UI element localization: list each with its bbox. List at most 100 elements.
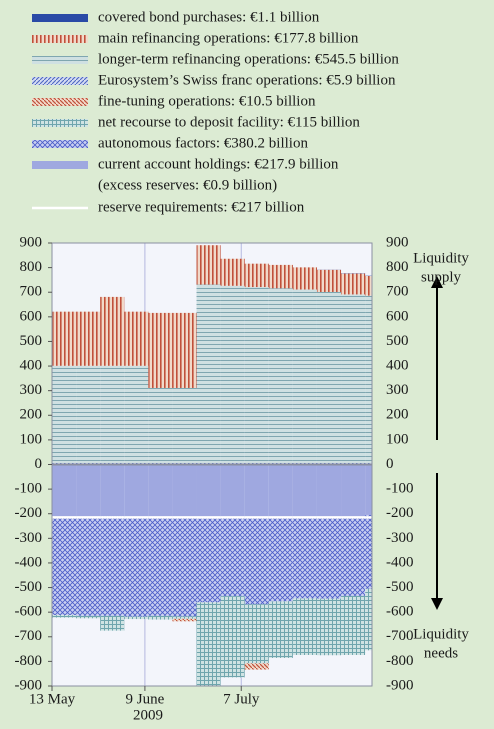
area-segment <box>245 518 269 604</box>
y-tick-label: 600 <box>386 308 409 324</box>
area-segment <box>148 313 172 388</box>
y-tick-label: 100 <box>386 431 409 447</box>
y-tick-label: 800 <box>386 259 409 275</box>
area-segment <box>269 465 293 518</box>
y-tick-label: 400 <box>386 357 409 373</box>
y-tick-label: 500 <box>20 333 43 349</box>
legend-swatch <box>32 119 88 127</box>
y-tick-label: 900 <box>20 234 43 250</box>
area-segment <box>293 290 317 464</box>
area-segment <box>148 465 172 518</box>
y-tick-label: 900 <box>386 234 409 250</box>
area-segment <box>365 515 372 589</box>
area-segment <box>124 366 148 463</box>
y-tick-label: 100 <box>20 431 43 447</box>
area-segment <box>100 465 124 517</box>
area-segment <box>317 292 341 463</box>
y-tick-label: -700 <box>15 628 43 644</box>
area-segment <box>197 245 221 284</box>
area-segment <box>365 276 372 296</box>
area-segment <box>197 465 221 519</box>
area-segment <box>341 294 365 463</box>
area-segment <box>124 518 148 616</box>
y-tick-label: -200 <box>386 505 414 521</box>
y-tick-label: -300 <box>386 530 414 546</box>
y-tick-label: 700 <box>20 284 43 300</box>
area-segment <box>172 619 196 621</box>
area-segment <box>124 617 148 619</box>
area-segment <box>52 465 76 517</box>
area-segment <box>172 388 196 463</box>
legend-swatch <box>32 140 88 148</box>
area-segment <box>124 312 148 366</box>
area-segment <box>76 312 100 366</box>
y-tick-label: 200 <box>386 407 409 423</box>
area-segment <box>317 517 341 598</box>
y-tick-label: -500 <box>386 579 414 595</box>
area-segment <box>76 366 100 463</box>
legend-swatch <box>32 77 88 85</box>
area-segment <box>245 465 269 519</box>
area-segment <box>293 465 317 518</box>
area-segment <box>172 313 196 388</box>
area-segment <box>221 465 245 518</box>
area-segment <box>172 616 196 618</box>
annotation: needs <box>424 645 458 661</box>
area-segment <box>317 270 341 292</box>
y-tick-label: -500 <box>15 579 43 595</box>
area-segment <box>76 465 100 518</box>
area-segment <box>76 616 100 618</box>
area-segment <box>221 517 245 596</box>
area-segment <box>269 518 293 602</box>
area-segment <box>341 274 365 295</box>
area-segment <box>197 519 221 603</box>
legend-label: covered bond purchases: €1.1 billion <box>98 9 320 25</box>
area-segment <box>172 465 196 517</box>
area-segment <box>221 596 245 677</box>
area-segment <box>293 598 317 655</box>
y-tick-label: -100 <box>386 481 414 497</box>
y-tick-label: -700 <box>386 628 414 644</box>
annotation: Liquidity <box>413 626 469 642</box>
y-tick-label: -600 <box>15 604 43 620</box>
area-segment <box>221 286 245 463</box>
legend-label: net recourse to deposit facility: €115 b… <box>98 114 360 130</box>
x-tick-label: 7 July <box>223 691 260 707</box>
area-segment <box>148 517 172 615</box>
x-tick-label: 9 June <box>126 691 165 707</box>
y-tick-label: 0 <box>386 456 394 472</box>
y-tick-label: -300 <box>15 530 43 546</box>
area-segment <box>148 616 172 620</box>
legend-label: autonomous factors: €380.2 billion <box>98 135 308 151</box>
area-segment <box>221 259 245 286</box>
y-tick-label: -900 <box>15 677 43 693</box>
area-segment <box>269 265 293 288</box>
legend-swatch <box>32 35 88 43</box>
y-tick-label: -900 <box>386 677 414 693</box>
y-tick-label: 300 <box>20 382 43 398</box>
y-tick-label: 500 <box>386 333 409 349</box>
y-tick-label: 300 <box>386 382 409 398</box>
y-tick-label: 800 <box>20 259 43 275</box>
annotation: Liquidity <box>413 250 469 266</box>
area-segment <box>245 264 269 287</box>
area-segment <box>124 465 148 519</box>
area-segment <box>293 517 317 598</box>
x-tick-label: 13 May <box>29 691 76 707</box>
area-segment <box>269 601 293 658</box>
y-tick-label: -800 <box>386 653 414 669</box>
y-tick-label: -200 <box>15 505 43 521</box>
area-segment <box>100 616 124 631</box>
legend-label: (excess reserves: €0.9 billion) <box>98 177 277 193</box>
area-segment <box>365 465 372 515</box>
area-segment <box>148 388 172 463</box>
area-segment <box>52 366 76 463</box>
area-segment <box>100 366 124 463</box>
area-segment <box>269 288 293 463</box>
area-segment <box>52 517 76 615</box>
area-segment <box>76 517 100 615</box>
legend-swatch <box>32 161 88 169</box>
legend-label: fine-tuning operations: €10.5 billion <box>98 93 316 109</box>
area-segment <box>100 516 124 616</box>
